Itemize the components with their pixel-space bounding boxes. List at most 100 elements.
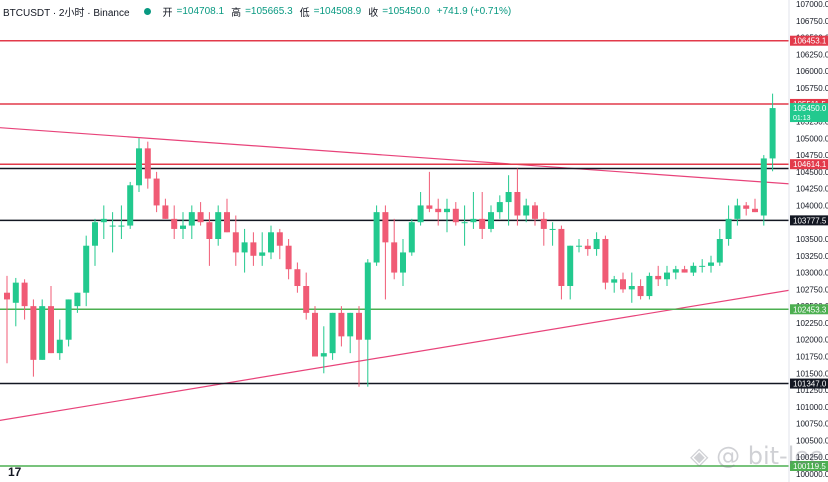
- candle-body: [558, 228, 565, 286]
- candle-body: [769, 108, 776, 159]
- candle-body: [206, 222, 213, 239]
- y-tick-label: 102000.0: [796, 336, 828, 345]
- candle-body: [584, 245, 591, 250]
- y-tick-label: 107000.0: [796, 0, 828, 9]
- candle-body: [92, 222, 98, 246]
- low-label: 低: [299, 8, 310, 19]
- candle-body: [752, 208, 758, 213]
- y-tick-label: 101500.0: [796, 369, 828, 378]
- candle-body: [347, 312, 354, 337]
- candle-body: [74, 292, 81, 307]
- level-price-tag-bg-2: [790, 159, 828, 170]
- y-tick-label: 103500.0: [796, 235, 828, 244]
- y-tick-label: 100500.0: [796, 436, 828, 445]
- candle-body: [197, 212, 204, 223]
- candle-body: [496, 202, 503, 213]
- level-price-tag-bg-6: [790, 378, 828, 389]
- candle-body: [549, 228, 556, 230]
- candle-body: [294, 269, 301, 286]
- candle-body: [461, 222, 468, 224]
- y-tick-label: 104000.0: [796, 201, 828, 210]
- symbol-title[interactable]: BTCUSDT · 2小时 · Binance: [3, 8, 130, 19]
- candle-body: [285, 245, 292, 270]
- candle-body: [452, 208, 459, 223]
- y-tick-label: 102250.0: [796, 319, 828, 328]
- candle-body: [602, 239, 609, 283]
- candle-body: [479, 218, 486, 229]
- candle-body: [391, 242, 398, 273]
- last-price-tag: 105450.0: [793, 104, 827, 113]
- candle-body: [408, 222, 415, 253]
- candle-body: [646, 275, 653, 297]
- candle-body: [435, 208, 442, 213]
- price-axis-bg: [789, 0, 828, 482]
- market-status-dot: [143, 8, 151, 15]
- candle-body: [162, 205, 169, 219]
- candle-body: [373, 212, 380, 263]
- high-label: 高: [231, 8, 242, 19]
- candle-body: [180, 225, 186, 229]
- candle-body: [127, 185, 134, 226]
- y-tick-label: 105750.0: [796, 84, 828, 93]
- y-tick-label: 100750.0: [796, 420, 828, 429]
- y-tick-label: 101000.0: [796, 403, 828, 412]
- candle-body: [417, 205, 424, 223]
- candle-body: [444, 208, 450, 213]
- level-price-tag-bg-0: [790, 35, 828, 46]
- candle-body: [338, 312, 345, 337]
- candle-body: [540, 218, 547, 229]
- candle-body: [593, 239, 600, 250]
- candle-body: [303, 286, 310, 313]
- candle-body: [708, 262, 714, 266]
- watermark: ◈ @ bit-lee: [690, 442, 824, 470]
- candle-body: [426, 205, 433, 209]
- candle-body: [4, 292, 10, 300]
- candle-body: [611, 279, 618, 283]
- candle-body: [268, 232, 274, 253]
- candle-body: [320, 353, 327, 357]
- candle-body: [48, 306, 54, 354]
- candle-body: [672, 269, 679, 273]
- candle-body: [56, 339, 63, 354]
- open-value: =104708.1: [176, 6, 225, 17]
- candle-body: [716, 239, 723, 263]
- candle-body: [576, 245, 582, 247]
- candle-body: [567, 245, 574, 286]
- candle-body: [259, 252, 266, 256]
- candle-body: [514, 192, 521, 216]
- candle-body: [681, 269, 688, 273]
- y-tick-label: 106250.0: [796, 50, 828, 59]
- y-tick-label: 106750.0: [796, 17, 828, 26]
- candle-body: [276, 232, 283, 246]
- level-price-tag-2: 104614.1: [793, 160, 827, 169]
- y-tick-label: 105000.0: [796, 134, 828, 143]
- y-tick-label: 100000.0: [796, 470, 828, 479]
- y-tick-label: 104750.0: [796, 151, 828, 160]
- candle-body: [760, 158, 767, 216]
- tradingview-logo[interactable]: 17: [8, 465, 22, 479]
- candle-body: [505, 192, 512, 203]
- level-price-tag-0: 106453.1: [793, 37, 827, 46]
- candle-body: [100, 218, 107, 223]
- candle-body: [188, 212, 195, 226]
- candle-body: [743, 205, 750, 209]
- candle-body: [690, 265, 697, 273]
- level-price-tag-bg-5: [790, 304, 828, 315]
- candle-body: [241, 242, 248, 253]
- candle-body: [628, 286, 635, 290]
- candle-body: [118, 225, 125, 227]
- candle-body: [39, 306, 46, 360]
- candle-body: [224, 212, 230, 233]
- candle-body: [734, 205, 741, 219]
- low-value: =104508.9: [313, 6, 362, 17]
- candle-body: [329, 312, 336, 354]
- candle-body: [523, 205, 530, 216]
- y-tick-label: 104500.0: [796, 168, 828, 177]
- level-price-tag-7: 100119.5: [793, 462, 826, 471]
- trendline-0: [0, 127, 828, 188]
- candle-body: [664, 272, 670, 280]
- y-tick-label: 103000.0: [796, 269, 828, 278]
- candle-body: [109, 225, 116, 227]
